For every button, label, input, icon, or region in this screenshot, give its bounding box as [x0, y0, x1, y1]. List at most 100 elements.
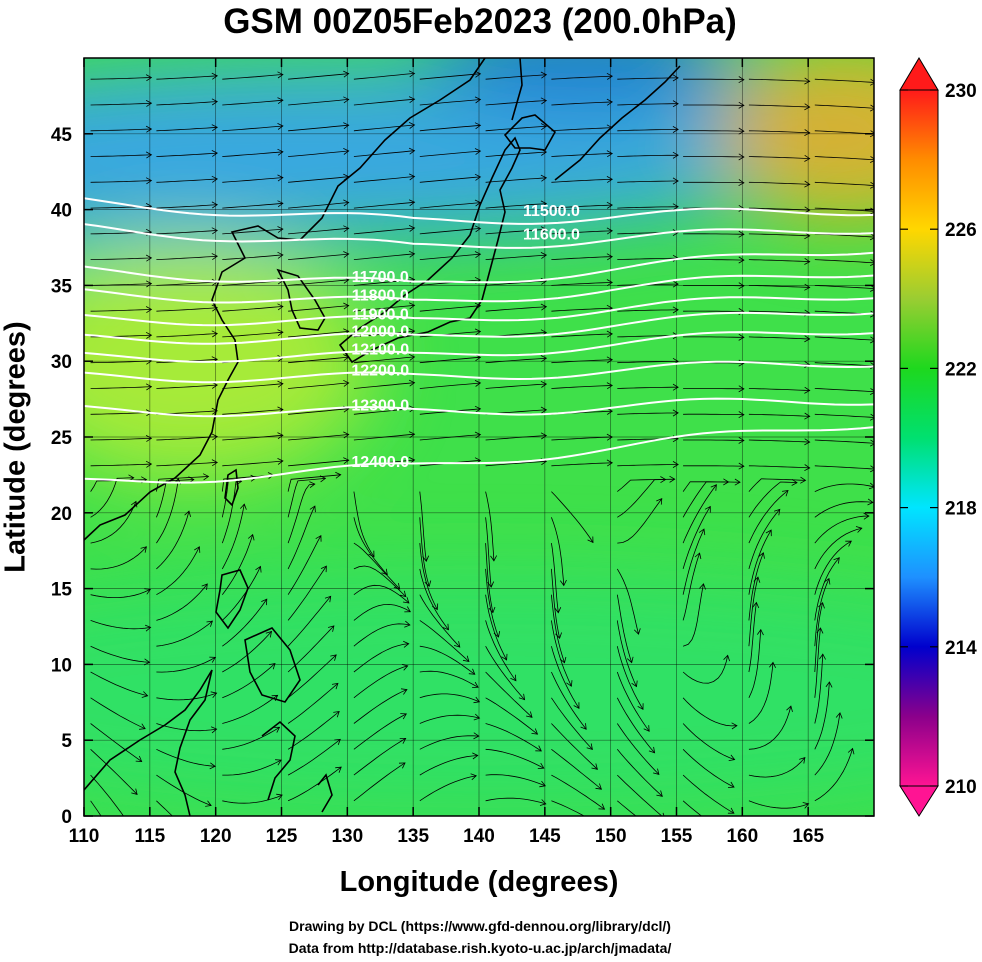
streamline — [90, 77, 152, 80]
streamline — [419, 735, 479, 750]
streamline — [287, 474, 341, 492]
streamline — [748, 705, 792, 750]
streamline — [748, 336, 810, 340]
y-tick-label: 25 — [51, 428, 73, 449]
contour-line — [84, 274, 874, 304]
streamline-arrow — [408, 353, 416, 361]
streamline-arrow — [738, 179, 745, 187]
streamline-arrow — [786, 705, 793, 713]
streamline-arrow — [131, 788, 138, 795]
streamline — [682, 697, 737, 727]
streamline-arrow — [209, 656, 216, 663]
streamline — [156, 230, 218, 235]
streamline — [616, 646, 644, 710]
streamline-arrow — [863, 512, 870, 520]
streamline — [90, 180, 152, 183]
streamline-arrow — [453, 641, 461, 648]
y-tick-label: 20 — [51, 504, 72, 525]
streamline — [748, 577, 759, 647]
contour-line — [84, 426, 874, 484]
streamline — [748, 285, 810, 288]
streamline-arrow — [672, 280, 679, 288]
streamline — [617, 412, 679, 415]
streamline-arrow — [335, 766, 342, 773]
streamline — [551, 127, 613, 132]
streamline — [353, 517, 388, 575]
streamline-arrow — [537, 762, 545, 769]
streamline — [748, 662, 774, 724]
streamline — [814, 681, 830, 750]
streamline — [485, 491, 495, 561]
x-tick-label: 125 — [266, 826, 298, 847]
streamline — [683, 130, 744, 132]
streamline — [156, 152, 218, 157]
streamline-arrow — [320, 565, 327, 573]
streamline — [353, 738, 406, 776]
streamline-arrow — [870, 78, 874, 86]
streamline-arrow — [606, 150, 613, 158]
streamline-arrow — [474, 122, 482, 130]
streamline-arrow — [211, 459, 218, 467]
streamline — [551, 620, 572, 687]
coast-borneo — [84, 669, 213, 816]
streamline-arrow — [488, 606, 496, 614]
streamline — [485, 254, 547, 260]
contour-label: 12000.0 — [351, 323, 409, 340]
streamline — [748, 490, 789, 544]
streamline — [551, 359, 613, 364]
streamline-arrow — [408, 302, 416, 310]
streamline-arrow — [539, 780, 546, 788]
colorbar-tick-label: 210 — [945, 777, 977, 798]
streamline-arrow — [211, 72, 218, 80]
streamline-arrow — [474, 328, 482, 336]
streamline-arrow — [247, 533, 255, 541]
streamline — [814, 483, 874, 492]
streamline-arrow — [804, 386, 811, 394]
streamline-arrow — [473, 713, 481, 721]
streamline-arrow — [518, 693, 526, 701]
contour-labels: 11500.0 11600.0 11700.0 11800.011900.012000… — [351, 203, 580, 471]
streamline-arrow — [144, 624, 152, 632]
streamline — [617, 257, 679, 260]
streamline-arrow — [752, 601, 760, 609]
streamline-arrow — [606, 459, 613, 467]
streamline-arrow — [555, 632, 562, 639]
streamline — [90, 477, 134, 518]
streamline-arrow — [343, 379, 350, 387]
y-tick-labels: 0 5 10 15 20 25 30 35 40 45 — [51, 125, 73, 828]
streamline — [814, 336, 874, 341]
streamline — [353, 408, 415, 415]
streamline — [353, 382, 415, 389]
streamline-arrow — [343, 173, 350, 181]
streamline-arrow — [738, 385, 745, 393]
streamline-arrow — [643, 725, 650, 732]
streamline-arrow — [277, 458, 284, 465]
streamline — [353, 176, 415, 183]
streamline — [485, 357, 547, 364]
streamline — [682, 481, 741, 492]
streamline-arrow — [595, 783, 602, 790]
coastlines — [84, 58, 681, 816]
streamline-arrow — [804, 77, 811, 85]
streamline-arrow — [327, 625, 335, 632]
streamline — [748, 629, 762, 698]
streamline — [551, 333, 613, 338]
streamline-arrow — [606, 98, 613, 106]
streamline-arrow — [143, 658, 151, 666]
streamline — [485, 306, 547, 312]
streamline-arrow — [804, 283, 811, 291]
streamline — [156, 800, 173, 816]
streamline-arrow — [404, 606, 411, 613]
streamline — [353, 689, 408, 724]
streamline — [156, 620, 213, 647]
streamline — [419, 594, 461, 648]
streamline-arrow — [540, 252, 548, 259]
streamline — [485, 460, 547, 467]
x-axis-label: Longitude (degrees) — [339, 866, 619, 898]
contour-label: 11800.0 — [352, 288, 409, 305]
streamline — [353, 304, 415, 312]
y-tick-label: 5 — [61, 731, 72, 752]
contour-line — [84, 251, 874, 284]
streamline — [287, 505, 316, 570]
coast-philippines-south — [244, 627, 301, 703]
